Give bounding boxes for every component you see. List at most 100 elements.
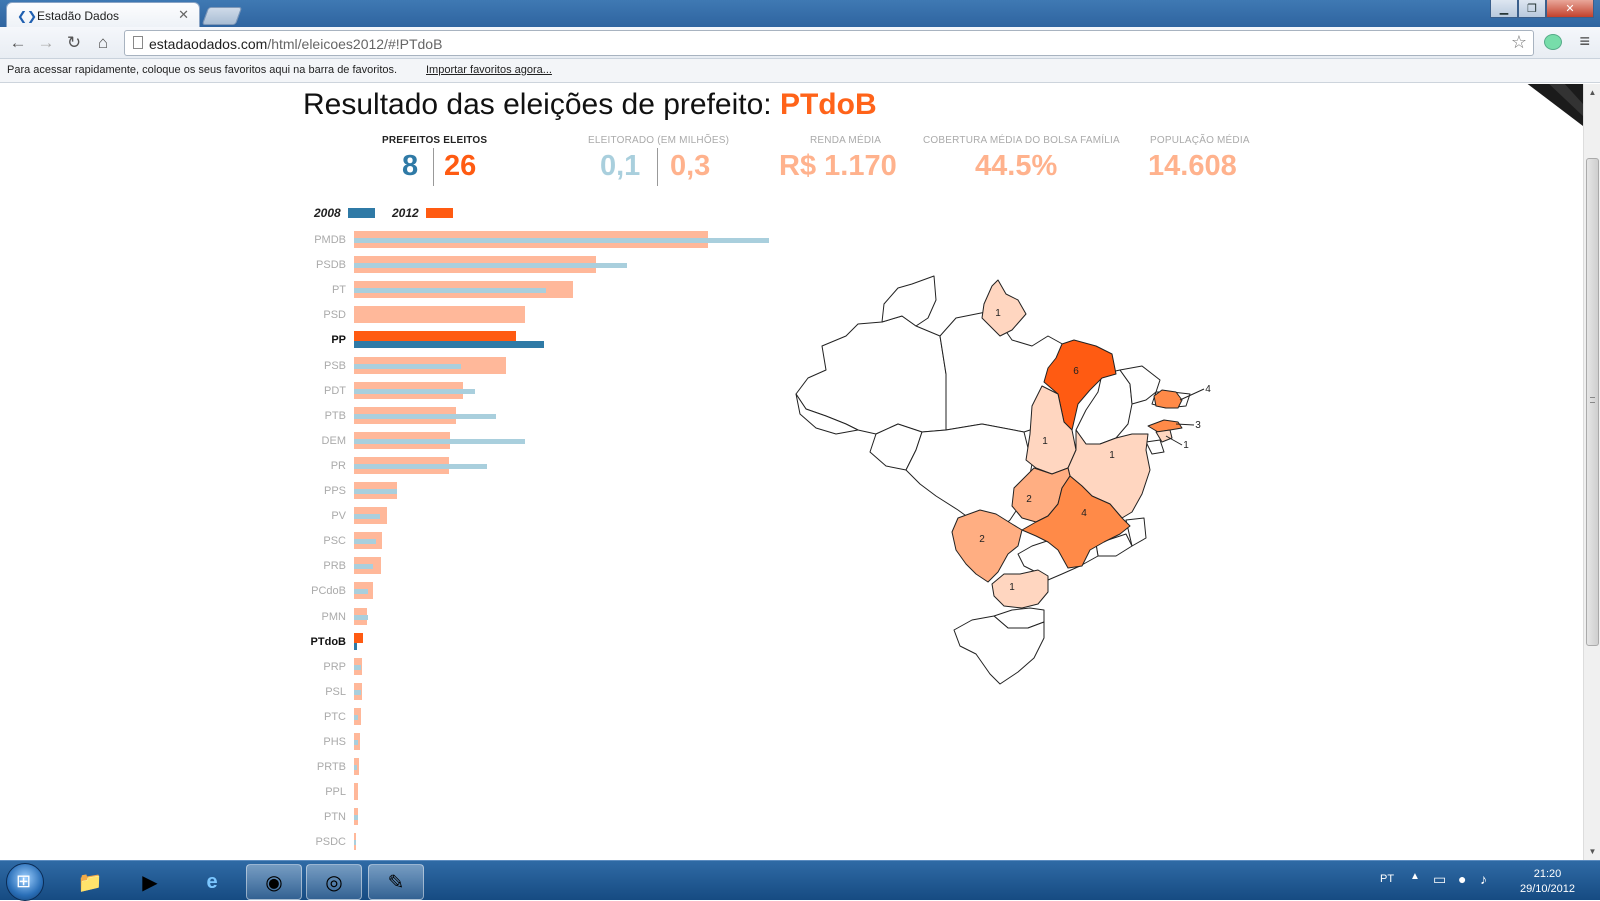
antivirus-icon[interactable]: ● [1458,871,1467,887]
bar-label-pv[interactable]: PV [331,510,346,523]
scroll-thumb[interactable] [1586,158,1599,646]
bar-2008-pv[interactable] [354,514,380,520]
address-bar[interactable]: estadaodados.com/html/eleicoes2012/#!PTd… [124,30,1534,56]
bookmark-star-icon[interactable]: ☆ [1510,32,1527,52]
bar-label-psd[interactable]: PSD [323,309,346,322]
scroll-up-icon[interactable]: ▲ [1588,88,1597,97]
bar-label-pr[interactable]: PR [330,459,346,472]
map-state-pr-colored[interactable] [991,569,1049,609]
bar-label-psb[interactable]: PSB [323,359,346,372]
map-state-ms-colored[interactable] [951,509,1023,583]
firefox-taskbar-icon[interactable]: ◎ [306,864,362,900]
minimize-button[interactable]: ▁ [1490,0,1518,18]
bar-2008-ptn[interactable] [354,815,358,821]
bar-2008-ptdob[interactable] [354,642,357,650]
bar-label-prp[interactable]: PRP [323,660,346,673]
import-bookmarks-link[interactable]: Importar favoritos agora... [426,64,552,76]
bar-label-ppl[interactable]: PPL [325,786,346,799]
volume-icon[interactable]: ♪ [1480,871,1487,887]
bar-label-dem[interactable]: DEM [321,434,346,447]
legend-2012-label: 2012 [392,206,419,220]
map-state-rr-colored[interactable] [981,279,1027,337]
url-text[interactable]: estadaodados.com/html/eleicoes2012/#!PTd… [149,36,442,52]
explorer-taskbar-icon[interactable]: 📁 [77,871,103,894]
bar-label-psl[interactable]: PSL [325,685,346,698]
bar-label-ptn[interactable]: PTN [324,811,346,824]
bar-2008-prp[interactable] [354,664,361,670]
bar-2008-prtb[interactable] [354,765,358,771]
bar-label-ptdob[interactable]: PTdoB [310,635,346,648]
bar-2008-pp[interactable] [354,341,545,349]
bar-label-pps[interactable]: PPS [323,485,346,497]
corner-ribbon-icon[interactable] [1503,84,1583,142]
map-state-ma-colored[interactable] [1043,339,1117,431]
back-icon[interactable]: ← [9,33,27,52]
bar-2008-phs[interactable] [354,740,359,745]
app-taskbar-icon[interactable]: ✎ [368,864,424,900]
bar-label-psc[interactable]: PSC [323,535,346,548]
system-clock[interactable]: 21:20 29/10/2012 [1510,867,1585,897]
bar-2008-ptb[interactable] [354,413,496,419]
eleitorado-label: ELEITORADO (EM MILHÕES) [588,135,730,146]
network-icon[interactable]: ▭ [1433,871,1447,887]
bar-label-ptb[interactable]: PTB [324,409,346,422]
internet-explorer-taskbar-icon[interactable]: e [206,870,218,893]
bar-label-pp[interactable]: PP [331,334,346,347]
bar-2008-pcdob[interactable] [354,589,369,595]
vertical-scrollbar[interactable]: ▲ ▼ [1583,84,1600,860]
bar-2012-ppl[interactable] [354,783,359,801]
bar-2008-psdb[interactable] [354,263,627,269]
bar-2012-ptdob[interactable] [354,632,363,643]
bar-2012-pp[interactable] [354,331,517,342]
bar-2008-prb[interactable] [354,564,373,570]
bar-2008-pdt[interactable] [354,388,475,394]
media-player-taskbar-icon[interactable]: ▶ [142,871,158,894]
bar-label-pt[interactable]: PT [331,284,346,297]
bar-label-psdb[interactable]: PSDB [316,259,346,272]
bar-label-pmdb[interactable]: PMDB [314,234,346,246]
scroll-down-icon[interactable]: ▼ [1588,847,1597,856]
bar-2008-pps[interactable] [354,489,398,494]
bar-2008-pmdb[interactable] [354,238,769,243]
extension-icon[interactable] [1544,34,1562,50]
bar-2008-psl[interactable] [354,689,361,695]
forward-icon[interactable]: → [37,33,55,52]
tray-expand-icon[interactable]: ▲ [1410,871,1420,882]
map-state-al-colored[interactable] [1155,429,1173,443]
bar-2008-pr[interactable] [354,463,488,469]
chrome-taskbar-icon[interactable]: ◉ [246,864,302,900]
bar-2012-psd[interactable] [354,306,526,324]
map-state-pe-colored[interactable] [1147,419,1183,433]
bar-2008-psdc[interactable] [354,840,356,846]
bar-label-pmn[interactable]: PMN [321,610,346,623]
maximize-button[interactable]: ❐ [1518,0,1546,18]
close-window-button[interactable]: ✕ [1546,0,1594,18]
tab-close-icon[interactable]: ✕ [178,7,189,22]
browser-tab[interactable]: ❮❯ Estadão Dados ✕ [6,2,200,27]
home-icon[interactable]: ⌂ [97,33,109,52]
chrome-menu-icon[interactable]: ≡ [1579,31,1590,51]
map-state-es [1125,517,1147,547]
map-state-rn-colored[interactable] [1153,389,1183,409]
language-indicator[interactable]: PT [1380,873,1395,885]
bar-label-pcdob[interactable]: PCdoB [311,585,346,598]
reload-icon[interactable]: ↻ [66,33,82,52]
stat-divider [657,148,658,186]
bar-2008-psc[interactable] [354,539,377,545]
bar-2008-psb[interactable] [354,363,462,369]
bar-label-prb[interactable]: PRB [323,560,346,573]
new-tab-button[interactable] [201,7,243,25]
bar-2008-pmn[interactable] [354,614,368,620]
bar-2008-ptc[interactable] [354,714,359,720]
bar-label-phs[interactable]: PHS [323,736,346,748]
start-button[interactable]: ⊞ [6,863,44,901]
bar-label-psdc[interactable]: PSDC [315,836,346,849]
bar-label-pdt[interactable]: PDT [324,384,346,397]
bar-2008-pt[interactable] [354,288,547,294]
prefeitos-2008-value: 8 [402,150,419,182]
title-party: PTdoB [779,88,877,121]
bar-2008-dem[interactable] [354,438,526,444]
map-state-mg-colored[interactable] [1021,475,1131,569]
bar-label-prtb[interactable]: PRTB [316,761,346,774]
bar-label-ptc[interactable]: PTC [324,710,346,723]
